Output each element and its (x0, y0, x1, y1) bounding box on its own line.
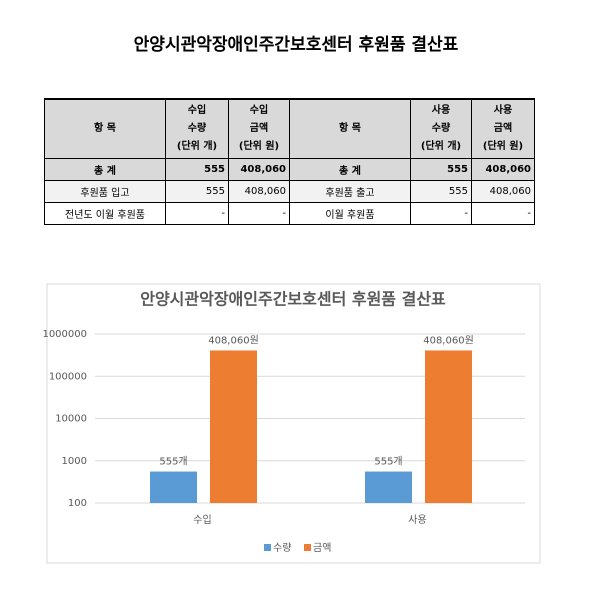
bar (365, 471, 412, 503)
header-text: 금액 (493, 123, 513, 134)
header-text: 수입 (249, 105, 269, 116)
value-label: 555개 (159, 456, 187, 468)
header-text: 사용 (431, 105, 451, 116)
legend-swatch (304, 544, 311, 551)
header-text: (단위 개) (420, 141, 462, 152)
bar (150, 471, 197, 503)
header-text: 수입 (187, 105, 207, 116)
bar (425, 350, 472, 503)
value-label: 408,060원 (423, 334, 474, 346)
y-tick-label: 100000 (49, 371, 87, 382)
header-text: 사용 (493, 105, 513, 116)
x-tick-label: 사용 (408, 514, 426, 526)
y-tick-label: 10000 (55, 414, 87, 425)
table-cell: - (471, 202, 535, 225)
value-label: 555개 (374, 456, 402, 468)
table-cell: 총 계 (44, 158, 166, 181)
y-tick-label: 1000 (62, 456, 87, 467)
table-cell: 후원품 입고 (44, 180, 166, 203)
y-tick-label: 1000000 (42, 329, 87, 340)
y-tick-label: 100 (68, 498, 87, 509)
header-text: 수량 (431, 123, 451, 134)
table-cell: 555 (165, 158, 229, 181)
document-title: 안양시관악장애인주간보호센터 후원품 결산표 (133, 35, 459, 55)
table-cell: 408,060 (228, 158, 290, 181)
table-row: 전년도 이월 후원품 - - 이월 후원품 - - (44, 202, 535, 225)
chart-title: 안양시관악장애인주간보호센터 후원품 결산표 (140, 290, 446, 309)
header-text: 수량 (187, 123, 207, 134)
table-row: 후원품 입고 555 408,060 후원품 출고 555 408,060 (44, 180, 535, 203)
table-row: 총 계 555 408,060 총 계 555 408,060 (44, 158, 535, 181)
table-cell: 408,060 (471, 158, 535, 181)
legend-swatch (264, 544, 271, 551)
legend-label: 금액 (313, 542, 331, 554)
legend-label: 수량 (273, 542, 291, 554)
table-cell: - (165, 202, 229, 225)
table-cell: 408,060 (471, 180, 535, 203)
header-text: 금액 (249, 123, 269, 134)
header-text: (단위 개) (176, 141, 218, 152)
table-cell: 이월 후원품 (289, 202, 411, 225)
header-text: 항 목 (339, 123, 361, 134)
table-cell: 총 계 (289, 158, 411, 181)
table-cell: - (410, 202, 472, 225)
value-label: 408,060원 (208, 334, 259, 346)
x-tick-label: 수입 (193, 513, 211, 526)
header-text: (단위 원) (482, 141, 524, 152)
header-cell: 항 목 (289, 98, 411, 159)
header-text: (단위 원) (238, 141, 280, 152)
header-text: 항 목 (94, 123, 116, 134)
bar (210, 350, 257, 503)
table-cell: 555 (410, 158, 472, 181)
table-cell: 408,060 (228, 180, 290, 203)
